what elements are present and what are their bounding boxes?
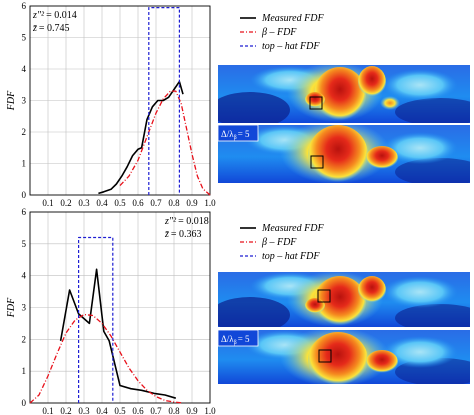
y-axis-label: FDF: [6, 90, 17, 111]
legend-label-beta: β – FDF: [261, 237, 297, 248]
legend-label-tophat: top – hat FDF: [262, 251, 320, 262]
stat-variance-value: = 0.014: [46, 10, 77, 21]
fdf-chart-top: 0.1 0.2 0.3 0.4 0.5 0.6 0.7 0.8 0.9 1.0 0 1 2 3 4 5 6 FDF…: [6, 1, 216, 208]
filter-box-icon: [310, 155, 324, 169]
filter-box-icon: [309, 96, 323, 110]
y-tick-label: 6: [22, 1, 27, 11]
series-line-beta: [119, 90, 211, 196]
y-tick-label: 2: [22, 127, 27, 137]
legend-bottom: Measured FDF β – FDF top – hat FDF: [240, 223, 324, 262]
stat-variance: z″² = 0.014: [32, 10, 77, 21]
delta-label: Δ/λβ= 5: [221, 334, 250, 346]
stat-variance: z″² = 0.018: [164, 216, 209, 227]
y-tick-label: 6: [22, 207, 27, 217]
y-tick-label: 3: [22, 96, 27, 106]
plot-frame: [29, 211, 211, 404]
x-tick-label: 0.5: [114, 198, 126, 208]
x-tick-label: 0.6: [132, 198, 144, 208]
y-tick-label: 5: [22, 33, 27, 43]
fdf-chart-bottom: 0.1 0.2 0.3 0.4 0.5 0.6 0.7 0.8 0.9 1.0 0 1 2 3 4 5 6 FDF…: [6, 207, 216, 415]
x-tick-label: 0.2: [60, 406, 71, 415]
plot-frame: [29, 5, 211, 196]
stat-variance-symbol: z″²: [164, 216, 177, 227]
x-tick-label: 0.1: [42, 406, 53, 415]
y-tick-label: 1: [22, 159, 27, 169]
x-tick-label: 0.4: [96, 198, 108, 208]
x-tick-label: 0.7: [150, 198, 162, 208]
filter-box-icon: [318, 349, 332, 363]
y-tick-label: 5: [22, 239, 27, 249]
legend-label-tophat: top – hat FDF: [262, 41, 320, 52]
x-tick-label: 1.0: [204, 198, 216, 208]
field-image-measured-bottom: [218, 272, 470, 327]
legend-label-measured: Measured FDF: [261, 223, 324, 234]
x-tick-label: 0.8: [168, 198, 180, 208]
x-tick-label: 1.0: [204, 406, 216, 415]
y-tick-label: 3: [22, 303, 27, 313]
delta-label: Δ/λβ= 5: [221, 129, 250, 141]
delta-badge: [217, 329, 259, 347]
y-tick-label: 4: [22, 64, 27, 74]
x-tick-label: 0.3: [78, 406, 90, 415]
legend-label-measured: Measured FDF: [261, 13, 324, 24]
y-tick-label: 1: [22, 366, 27, 376]
x-tick-label: 0.4: [96, 406, 108, 415]
stat-variance-symbol: z″²: [32, 10, 45, 21]
legend-top: Measured FDF β – FDF top – hat FDF: [240, 13, 324, 52]
x-tick-label: 0.6: [132, 406, 144, 415]
stat-mean-symbol: z̄: [32, 23, 37, 34]
series-line-tophat: [148, 6, 180, 195]
x-tick-label: 0.1: [42, 198, 53, 208]
x-tick-label: 0.9: [186, 406, 198, 415]
delta-badge: [217, 124, 259, 142]
field-image-filtered-bottom: Δ/λβ= 5: [217, 329, 470, 384]
series-line-tophat: [77, 236, 114, 403]
y-tick-label: 0: [22, 398, 27, 408]
x-tick-label: 0.8: [168, 406, 180, 415]
legend-label-beta: β – FDF: [261, 27, 297, 38]
series-line-measured: [59, 268, 177, 399]
x-tick-label: 0.2: [60, 198, 71, 208]
stat-mean-value: = 0.745: [39, 23, 70, 34]
x-tick-label: 0.7: [150, 406, 162, 415]
x-tick-label: 0.9: [186, 198, 198, 208]
field-image-measured-top: [218, 65, 470, 123]
stat-mean: z̄ = 0.745: [32, 23, 70, 34]
series-line-measured: [98, 80, 184, 195]
x-tick-label: 0.3: [78, 198, 90, 208]
stat-mean: z̄ = 0.363: [164, 229, 202, 240]
y-tick-label: 2: [22, 334, 27, 344]
stat-mean-symbol: z̄: [164, 229, 169, 240]
stat-mean-value: = 0.363: [171, 229, 202, 240]
y-axis-label: FDF: [6, 297, 17, 318]
x-tick-label: 0.5: [114, 406, 126, 415]
y-tick-label: 4: [22, 271, 27, 281]
filter-box-icon: [317, 289, 331, 303]
stat-variance-value: = 0.018: [178, 216, 209, 227]
series-line-beta: [29, 313, 184, 404]
field-image-filtered-top: Δ/λβ= 5: [217, 124, 470, 183]
y-tick-label: 0: [22, 190, 27, 200]
